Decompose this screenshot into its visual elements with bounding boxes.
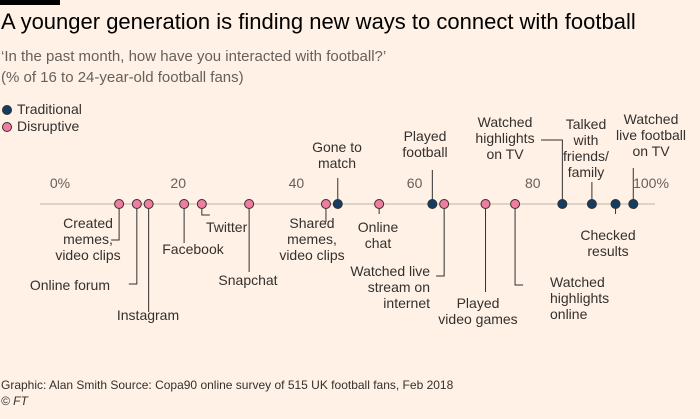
disruptive-dot-icon [2, 121, 12, 132]
point-label: Shared memes, video clips [279, 215, 344, 263]
data-point [131, 199, 142, 209]
point-label: Played football [402, 128, 447, 160]
tick-label: 60 [407, 175, 423, 191]
data-point [557, 199, 568, 209]
data-point [114, 199, 125, 209]
legend-item-disruptive: Disruptive [2, 118, 82, 135]
data-point [179, 199, 190, 209]
data-point [439, 199, 450, 209]
data-point [586, 199, 597, 209]
leader-line [436, 204, 445, 277]
point-label: Played video games [438, 295, 517, 327]
point-label: Twitter [206, 219, 248, 235]
data-point [427, 199, 438, 209]
data-point [196, 199, 207, 209]
ft-brand-bar [0, 0, 60, 5]
point-label: Snapchat [218, 272, 277, 288]
point-label: Talked with friends/family [563, 116, 609, 180]
tick-label: 80 [525, 175, 541, 191]
data-point [480, 199, 491, 209]
data-point [143, 199, 154, 209]
point-label: Online forum [30, 277, 110, 293]
chart-subtitle: ‘In the past month, how have you interac… [1, 46, 386, 88]
tick-label: 40 [289, 175, 305, 191]
leader-line [554, 139, 563, 204]
leader-line [111, 204, 120, 241]
data-point [628, 199, 639, 209]
point-label: Gone to match [312, 139, 362, 171]
point-label: Watched highlights online [550, 274, 609, 322]
leader-line [514, 204, 524, 286]
legend: Traditional Disruptive [2, 101, 82, 135]
subtitle-question: ‘In the past month, how have you interac… [1, 48, 387, 65]
footer-source: Graphic: Alan Smith Source: Copa90 onlin… [1, 378, 454, 392]
tick-label: 20 [170, 175, 186, 191]
point-label: Watched highlights on TV [475, 114, 534, 162]
data-point [610, 199, 621, 209]
footer-copyright: © FT [1, 394, 28, 408]
point-label: Facebook [162, 241, 224, 257]
legend-label-traditional: Traditional [17, 101, 82, 117]
legend-item-traditional: Traditional [2, 101, 82, 118]
tick-label: 0% [50, 175, 70, 191]
data-point [320, 199, 331, 209]
traditional-dot-icon [2, 104, 12, 115]
data-point [332, 199, 343, 209]
data-point [244, 199, 255, 209]
subtitle-units: (% of 16 to 24-year-old football fans) [1, 69, 244, 86]
point-label: Checked results [580, 227, 635, 259]
point-label: Online chat [358, 219, 399, 251]
leader-line [128, 204, 138, 285]
data-point [510, 199, 521, 209]
point-label: Watched live football on TV [616, 111, 686, 159]
footer: Graphic: Alan Smith Source: Copa90 onlin… [1, 377, 453, 409]
point-label: Instagram [117, 307, 179, 323]
data-point [374, 199, 385, 209]
chart-title: A younger generation is finding new ways… [1, 9, 636, 34]
tick-label: 100% [633, 175, 669, 191]
point-label: Created memes, video clips [55, 215, 120, 263]
legend-label-disruptive: Disruptive [17, 118, 80, 134]
point-label: Watched live stream on internet [350, 263, 430, 311]
